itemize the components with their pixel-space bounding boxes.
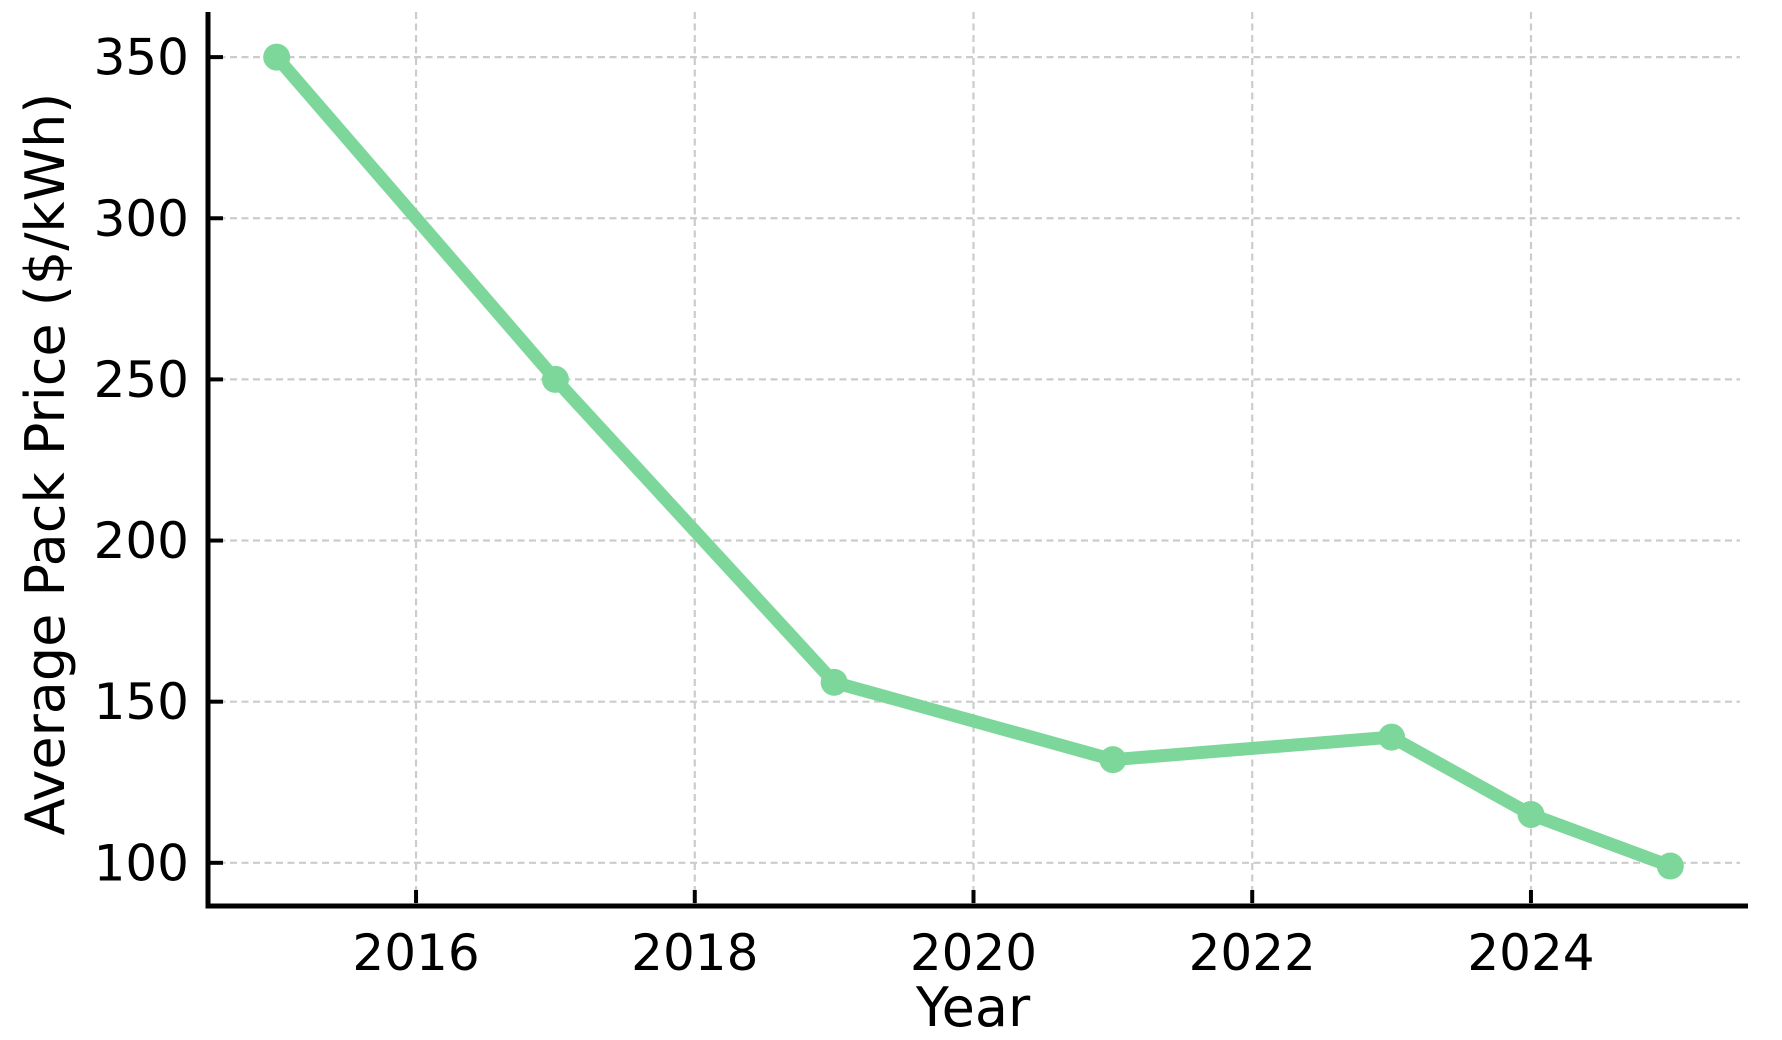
y-tick-label: 200 [94, 512, 189, 570]
x-tick-label: 2016 [352, 924, 479, 982]
y-tick-label: 300 [94, 190, 189, 248]
data-point-2019 [820, 668, 848, 696]
y-tick-label: 350 [94, 29, 189, 87]
data-point-2015 [263, 43, 291, 71]
tick-labels: 100 150 200 250 300 350 2016 2018 2020 2022 2024 [94, 29, 1595, 982]
x-tick-label: 2024 [1467, 924, 1594, 982]
axis-ticks [210, 55, 1533, 903]
x-tick-label: 2020 [910, 924, 1037, 982]
data-point-2025 [1656, 852, 1684, 880]
axis-spines [205, 12, 1748, 909]
x-tick-label: 2022 [1189, 924, 1316, 982]
data-point-2017 [541, 365, 569, 393]
y-axis-label: Average Pack Price ($/kWh) [14, 93, 77, 836]
y-tick-label: 250 [94, 351, 189, 409]
data-series [263, 43, 1684, 880]
data-point-2023 [1378, 723, 1406, 751]
x-tick-label: 2018 [631, 924, 758, 982]
gridlines [207, 12, 1740, 906]
y-tick-label: 100 [94, 834, 189, 892]
x-axis-label: Year [915, 976, 1031, 1039]
y-tick-label: 150 [94, 673, 189, 731]
data-point-2021 [1099, 746, 1127, 774]
data-point-2024 [1517, 800, 1545, 828]
